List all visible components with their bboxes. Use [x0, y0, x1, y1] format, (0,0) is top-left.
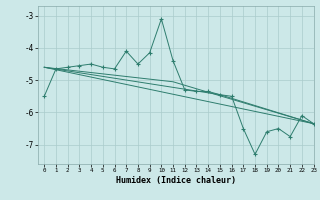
- X-axis label: Humidex (Indice chaleur): Humidex (Indice chaleur): [116, 176, 236, 185]
